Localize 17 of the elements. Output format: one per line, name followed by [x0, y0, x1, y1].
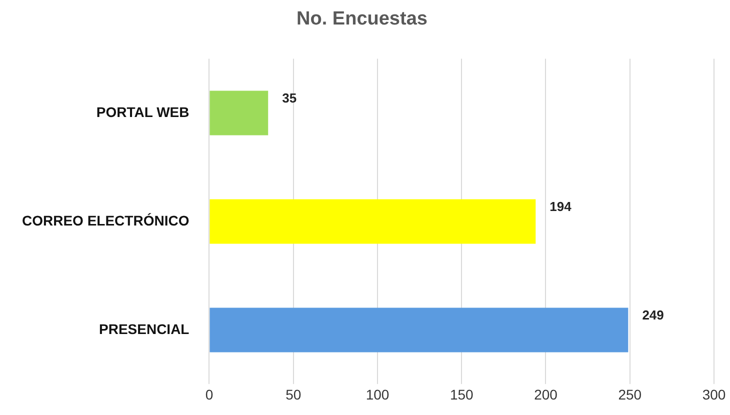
- data-label: 194: [550, 199, 572, 214]
- x-tick-label: 300: [702, 386, 726, 402]
- x-tick-label: 0: [205, 386, 214, 402]
- data-label: 35: [282, 90, 297, 106]
- bar: [210, 90, 268, 136]
- y-tick-label: PORTAL WEB: [96, 104, 190, 120]
- data-label: 249: [642, 308, 664, 323]
- x-tick-label: 100: [366, 386, 390, 402]
- y-tick-label: PRESENCIAL: [98, 320, 190, 337]
- y-tick-label: CORREO ELECTRÓNICO: [22, 212, 190, 228]
- bar: [210, 199, 536, 244]
- x-tick-label: 150: [450, 386, 474, 402]
- x-tick-label: 200: [534, 386, 558, 402]
- x-tick-label: 250: [618, 386, 642, 402]
- bar: [210, 308, 628, 352]
- chart-title: No. Encuestas: [296, 8, 428, 30]
- x-tick-label: 50: [286, 386, 302, 402]
